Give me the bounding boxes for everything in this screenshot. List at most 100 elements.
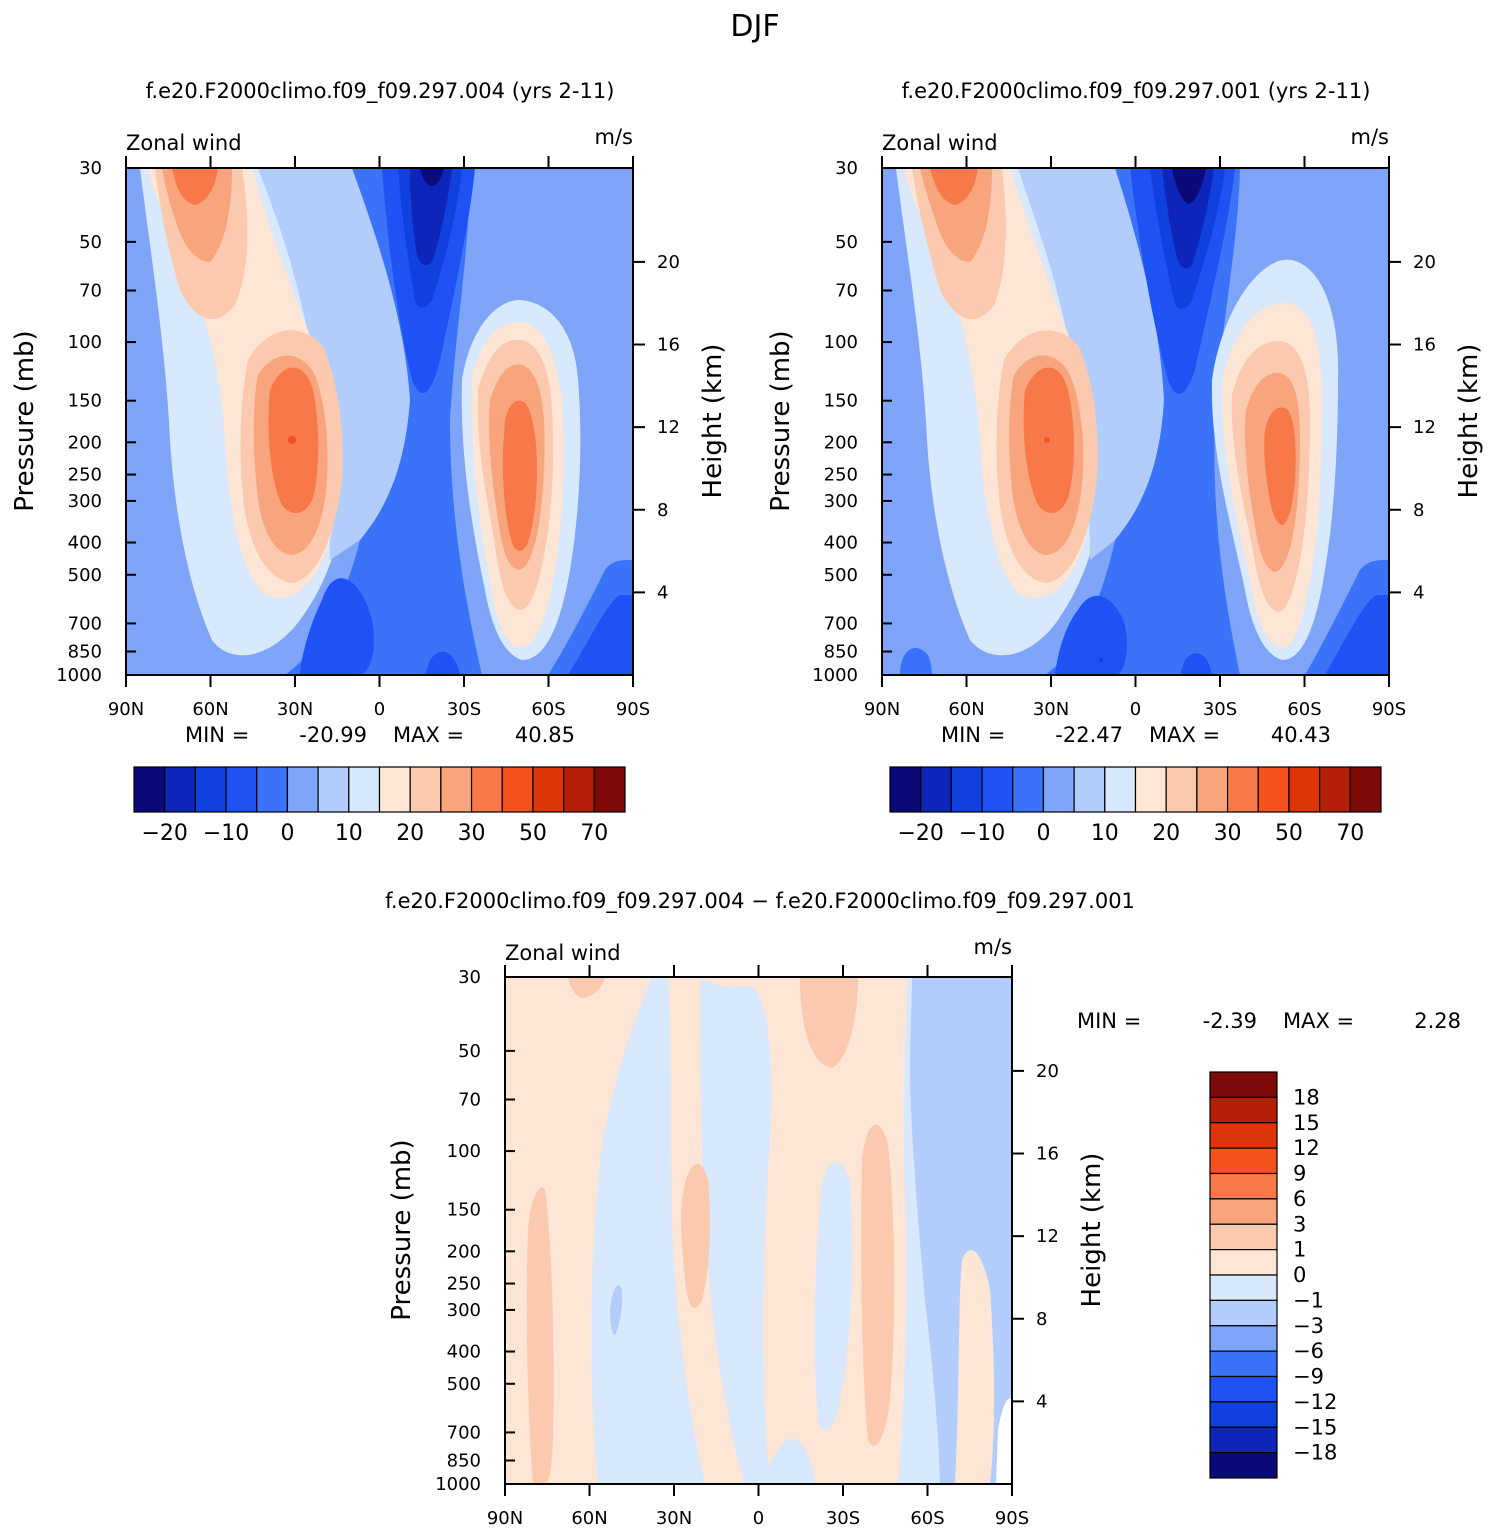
panel-2-field-label: Zonal wind: [882, 131, 998, 155]
height-tick-label: 16: [1413, 335, 1436, 356]
panel-2-max-value: 40.43: [1271, 723, 1331, 747]
colorbar-swatch: [1209, 1452, 1278, 1479]
colorbar-swatch: [1209, 1375, 1278, 1403]
colorbar-swatch: [1288, 766, 1321, 813]
pressure-tick-label: 100: [68, 332, 102, 353]
colorbar-label: 6: [1293, 1187, 1306, 1211]
colorbar-swatch: [981, 766, 1014, 813]
colorbar-label: −10: [203, 821, 249, 846]
pressure-tick-label: 700: [447, 1422, 481, 1443]
colorbar-label: 0: [1293, 1263, 1306, 1287]
colorbar-label: −1: [1293, 1288, 1324, 1312]
colorbar-label: 70: [1336, 821, 1364, 846]
latitude-tick-label: 60S: [531, 699, 565, 720]
colorbar-label: 70: [580, 821, 608, 846]
panel-3-units: m/s: [974, 935, 1012, 959]
height-tick-label: 8: [1036, 1309, 1047, 1330]
pressure-tick-label: 700: [68, 613, 102, 634]
colorbar-label: −12: [1293, 1390, 1337, 1414]
panel-1-field-label: Zonal wind: [126, 131, 242, 155]
panel-3: f.e20.F2000climo.f09_f09.297.004 − f.e20…: [385, 889, 1461, 1529]
colorbar-label: 50: [1275, 821, 1303, 846]
latitude-tick-label: 60S: [910, 1508, 944, 1529]
colorbar-swatch: [286, 766, 319, 813]
colorbar-swatch: [1209, 1223, 1278, 1251]
colorbar-label: 9: [1293, 1162, 1306, 1186]
pressure-tick-label: 50: [835, 232, 858, 253]
colorbar-swatch: [1196, 766, 1229, 813]
colorbar-swatch: [950, 766, 983, 813]
pressure-tick-label: 1000: [56, 665, 102, 686]
pressure-tick-label: 50: [79, 232, 102, 253]
pressure-tick-label: 100: [824, 332, 858, 353]
colorbar-label: −15: [1293, 1415, 1337, 1439]
height-tick-label: 16: [657, 335, 680, 356]
latitude-tick-label: 30S: [1203, 699, 1237, 720]
height-tick-label: 20: [1413, 252, 1436, 273]
panel-1-contour-field: [126, 168, 633, 675]
colorbar-swatch: [1073, 766, 1106, 813]
height-tick-label: 8: [1413, 500, 1424, 521]
colorbar-swatch: [348, 766, 381, 813]
latitude-tick-label: 0: [753, 1508, 764, 1529]
colorbar-swatch: [225, 766, 258, 813]
colorbar-swatch: [1209, 1096, 1278, 1124]
panel-1-y-axis-label: Pressure (mb): [10, 330, 40, 511]
pressure-tick-label: 250: [447, 1274, 481, 1295]
colorbar-swatch: [1209, 1122, 1278, 1149]
colorbar-swatch: [1257, 766, 1290, 813]
latitude-tick-label: 90S: [616, 699, 650, 720]
colorbar-swatch: [1209, 1350, 1278, 1378]
colorbar-label: 30: [1214, 821, 1242, 846]
latitude-tick-label: 0: [1130, 699, 1141, 720]
colorbar-swatch: [1165, 766, 1198, 813]
colorbar-swatch: [1134, 766, 1167, 813]
panel-2-y-axis-label: Pressure (mb): [766, 330, 796, 511]
pressure-tick-label: 400: [68, 533, 102, 554]
colorbar-label: −18: [1293, 1441, 1337, 1465]
panel-2-min-label: MIN =: [941, 723, 1005, 747]
pressure-tick-label: 200: [824, 432, 858, 453]
colorbar-label: 20: [1152, 821, 1180, 846]
latitude-tick-label: 60N: [571, 1508, 607, 1529]
colorbar-swatch: [1319, 766, 1351, 813]
colorbar-swatch: [1209, 1401, 1278, 1428]
pressure-tick-label: 250: [68, 465, 102, 486]
colorbar-label: 10: [1091, 821, 1119, 846]
colorbar-swatch: [164, 766, 196, 813]
pressure-tick-label: 100: [447, 1141, 481, 1162]
pressure-tick-label: 700: [824, 613, 858, 634]
panel-2-max-label: MAX =: [1149, 723, 1220, 747]
colorbar-label: −20: [897, 821, 943, 846]
colorbar-label: 12: [1293, 1136, 1320, 1160]
colorbar-label: 15: [1293, 1111, 1320, 1135]
height-tick-label: 20: [657, 252, 680, 273]
panel-2-units: m/s: [1351, 125, 1389, 149]
panel-2-min-value: -22.47: [1055, 723, 1123, 747]
colorbar-swatch: [889, 766, 922, 813]
latitude-tick-label: 60N: [192, 699, 228, 720]
pressure-tick-label: 500: [447, 1374, 481, 1395]
colorbar-swatch: [133, 766, 166, 813]
latitude-tick-label: 30S: [826, 1508, 860, 1529]
colorbar-swatch: [1209, 1198, 1278, 1225]
panel-1-colorbar: −20 −10 0 10 20 30 50 70: [133, 766, 626, 846]
panel-3-contour-field: [505, 977, 1012, 1484]
colorbar-label: 18: [1293, 1085, 1320, 1109]
latitude-tick-label: 30N: [277, 699, 313, 720]
height-tick-label: 12: [657, 417, 680, 438]
panel-2: f.e20.F2000climo.f09_f09.297.001 (yrs 2-…: [766, 79, 1484, 846]
latitude-tick-label: 90N: [108, 699, 144, 720]
colorbar-label: −20: [141, 821, 187, 846]
colorbar-label: −10: [959, 821, 1005, 846]
colorbar-swatch: [1209, 1249, 1278, 1276]
panel-3-right-axis-label: Height (km): [1077, 1153, 1107, 1308]
pressure-tick-label: 50: [458, 1041, 481, 1062]
colorbar-swatch: [920, 766, 952, 813]
height-tick-label: 4: [657, 582, 668, 603]
latitude-tick-label: 90N: [864, 699, 900, 720]
height-tick-label: 4: [1413, 582, 1424, 603]
